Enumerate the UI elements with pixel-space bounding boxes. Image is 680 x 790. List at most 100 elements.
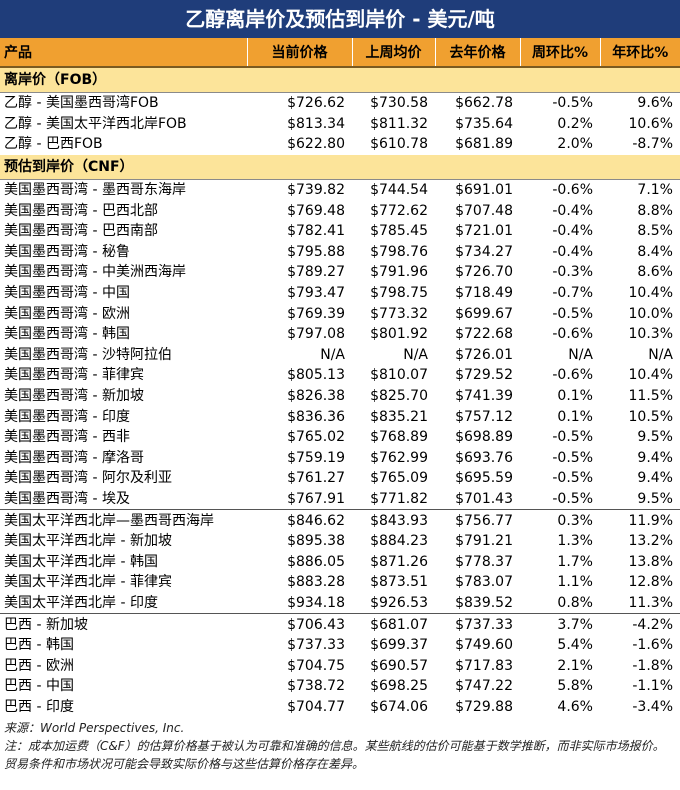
table-row: 美国墨西哥湾 - 沙特阿拉伯 N/A N/A $726.01 N/A N/A [0,345,680,366]
value-cell: $695.59 [455,470,513,487]
table-row: 乙醇 - 美国墨西哥湾FOB $726.62 $730.58 $662.78 -0.5%… [0,93,680,114]
table-row: 巴西 - 新加坡 $706.43 $681.07 $737.33 3.7% -4.2% [0,613,680,635]
value-cell: $768.89 [370,429,428,446]
table-row: 美国墨西哥湾 - 墨西哥东海岸 $739.82 $744.54 $691.01 -0.6… [0,179,680,200]
value-cell: 10.0% [628,305,673,322]
value-cell: $884.23 [370,533,428,550]
value-cell: $729.52 [455,367,513,384]
value-cell: -4.2% [600,613,680,635]
route-name-cell: 美国墨西哥湾 - 欧洲 [4,305,130,322]
value-cell: $662.78 [455,95,513,112]
value-cell: $707.48 [455,202,513,219]
header-row: 产品 当前价格 上周均价 去年价格 周环比% 年环比% [0,38,680,68]
value-cell: $782.41 [287,223,345,240]
table-row: 乙醇 - 美国太平洋西北岸FOB $813.34 $811.32 $735.64 0.2… [0,114,680,135]
route-name-cell: 巴西 - 新加坡 [0,613,247,635]
value-cell: 5.8% [557,678,593,695]
value-cell: -0.6% [552,367,593,384]
value-cell: $871.26 [370,553,428,570]
value-cell: $826.38 [287,388,345,405]
value-cell: $737.33 [435,613,520,635]
route-name-cell: 美国太平洋西北岸 - 菲律宾 [4,574,172,591]
route-name-cell: 美国墨西哥湾 - 巴西北部 [4,202,158,219]
value-cell: 13.8% [628,553,673,570]
value-cell: -8.7% [632,136,673,153]
route-name-cell: 美国墨西哥湾 - 中国 [4,285,130,302]
value-cell: $798.76 [370,243,428,260]
value-cell: $773.32 [370,305,428,322]
value-cell: $805.13 [287,367,345,384]
value-cell: 2.0% [557,136,593,153]
table-row: 美国墨西哥湾 - 欧洲 $769.39 $773.32 $699.67 -0.5% 10.… [0,303,680,324]
value-cell: $610.78 [370,136,428,153]
value-cell: 2.1% [557,657,593,674]
value-cell: $749.60 [455,637,513,654]
value-cell: -0.6% [552,182,593,199]
value-cell: $729.88 [455,698,513,715]
value-cell: $883.28 [287,574,345,591]
value-cell: $886.05 [287,553,345,570]
value-cell: $681.07 [352,613,435,635]
value-cell: -0.5% [552,470,593,487]
value-cell: $622.80 [287,136,345,153]
table-row: 美国墨西哥湾 - 西非 $765.02 $768.89 $698.89 -0.5% 9.5… [0,427,680,448]
value-cell: 1.7% [557,553,593,570]
value-cell: N/A [568,346,593,363]
value-cell: $718.49 [455,285,513,302]
route-name-cell: 美国墨西哥湾 - 西非 [4,429,130,446]
value-cell: 11.3% [628,594,673,611]
route-name-cell: 美国墨西哥湾 - 新加坡 [4,388,144,405]
value-cell: -0.5% [552,429,593,446]
value-cell: 8.5% [637,223,673,240]
route-name-cell: 美国墨西哥湾 - 摩洛哥 [4,449,144,466]
route-name-cell: 美国墨西哥湾 - 阿尔及利亚 [4,470,172,487]
value-cell: $762.99 [370,449,428,466]
value-cell: 9.4% [637,449,673,466]
value-cell: $783.07 [455,574,513,591]
value-cell: 0.2% [557,115,593,132]
header-week-change: 周环比% [519,38,600,68]
table-row: 美国墨西哥湾 - 新加坡 $826.38 $825.70 $741.39 0.1% 11.… [0,386,680,407]
value-cell: 10.4% [628,285,673,302]
value-cell: 0.1% [557,408,593,425]
table-row: 美国墨西哥湾 - 阿尔及利亚 $761.27 $765.09 $695.59 -0.5%… [0,468,680,489]
value-cell: $681.89 [455,136,513,153]
table-row: 乙醇 - 巴西FOB $622.80 $610.78 $681.89 2.0% -8.7% [0,134,680,155]
value-cell: 5.4% [557,637,593,654]
value-cell: 8.8% [637,202,673,219]
table-row: 美国墨西哥湾 - 巴西北部 $769.48 $772.62 $707.48 -0.4% 8… [0,200,680,221]
value-cell: -0.6% [552,326,593,343]
value-cell: $698.89 [455,429,513,446]
table-row: 巴西 - 欧洲 $704.75 $690.57 $717.83 2.1% -1.8% [0,655,680,676]
table-row: 美国墨西哥湾 - 秘鲁 $795.88 $798.76 $734.27 -0.4% 8.4… [0,242,680,263]
value-cell: N/A [320,346,345,363]
table-row: 美国墨西哥湾 - 菲律宾 $805.13 $810.07 $729.52 -0.6% 10… [0,365,680,386]
value-cell: $721.01 [455,223,513,240]
value-cell: $795.88 [287,243,345,260]
value-cell: -0.5% [552,449,593,466]
table-row: 巴西 - 韩国 $737.33 $699.37 $749.60 5.4% -1.6% [0,635,680,656]
value-cell: $737.33 [287,637,345,654]
route-name-cell: 美国太平洋西北岸 - 新加坡 [4,533,172,550]
table-row: 美国太平洋西北岸 - 菲律宾 $883.28 $873.51 $783.07 1.1% 1… [0,572,680,593]
value-cell: $738.72 [287,678,345,695]
table-row: 美国墨西哥湾 - 韩国 $797.08 $801.92 $722.68 -0.6% 10.… [0,324,680,345]
value-cell: $846.62 [247,509,352,531]
header-current-price: 当前价格 [246,38,352,68]
value-cell: 3.7% [520,613,600,635]
value-cell: 10.6% [628,115,673,132]
value-cell: $739.82 [287,182,345,199]
route-name-cell: 美国太平洋西北岸 - 韩国 [4,553,158,570]
value-cell: $735.64 [455,115,513,132]
value-cell: $706.43 [247,613,352,635]
value-cell: $744.54 [370,182,428,199]
value-cell: $769.48 [287,202,345,219]
value-cell: $761.27 [287,470,345,487]
value-cell: -0.5% [552,95,593,112]
value-cell: 13.2% [628,533,673,550]
value-cell: 12.8% [628,574,673,591]
value-cell: 0.3% [520,509,600,531]
header-last-week-avg: 上周均价 [351,38,435,68]
table-row: 美国太平洋西北岸—墨西哥西海岸 $846.62 $843.93 $756.77 0.3%… [0,509,680,531]
